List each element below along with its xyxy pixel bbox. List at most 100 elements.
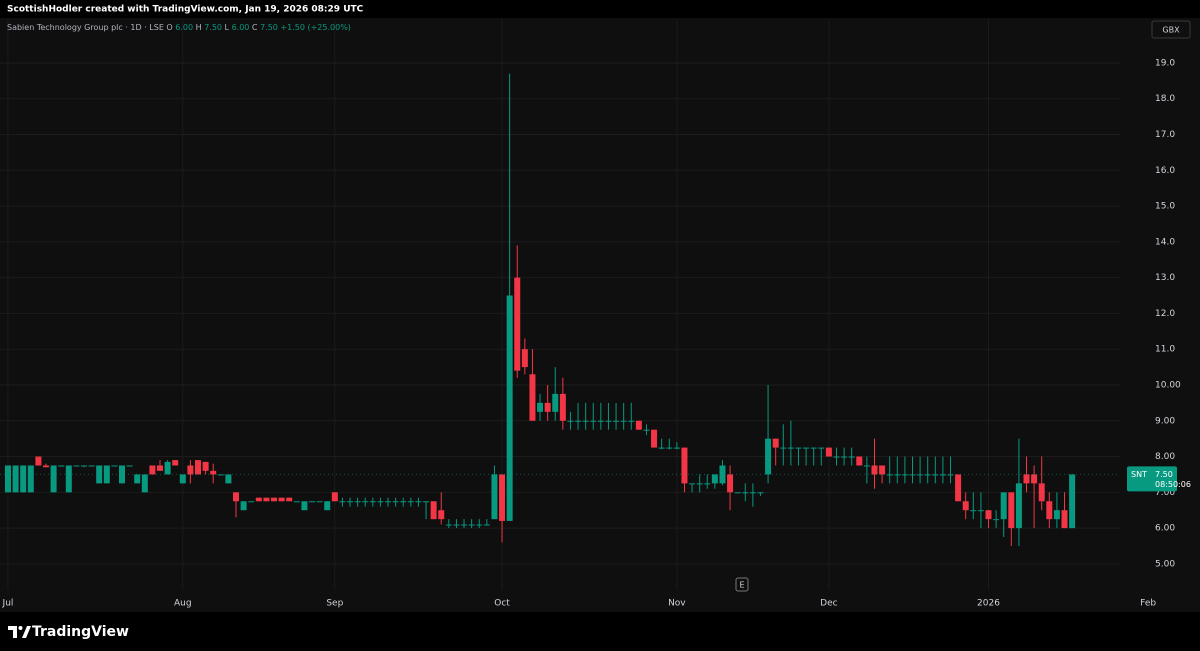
candle-body: [643, 429, 650, 431]
candle-body: [559, 393, 566, 421]
candle-body: [749, 492, 756, 494]
y-tick-label: 19.0: [1155, 58, 1175, 68]
y-tick-label: 7.00: [1155, 488, 1175, 498]
candle-body: [1069, 474, 1076, 529]
candle-body: [689, 483, 696, 485]
candle-body: [985, 510, 992, 520]
candle-body: [620, 420, 627, 422]
candle-body: [1000, 492, 1007, 520]
candle-body: [96, 465, 103, 484]
candle-body: [377, 501, 384, 503]
event-marker[interactable]: E: [739, 581, 744, 590]
candle-body: [993, 519, 1000, 521]
header-bar: [0, 0, 1200, 18]
candle-body: [886, 474, 893, 476]
x-tick-label: Feb: [1140, 599, 1156, 609]
candle-body: [430, 501, 437, 520]
candle-body: [438, 510, 445, 520]
chart-area: [0, 18, 1200, 612]
candle-body: [149, 465, 156, 475]
x-tick-label: Dec: [820, 599, 837, 609]
brand-logo: [8, 626, 31, 638]
candle-body: [483, 524, 490, 526]
candle-body: [20, 465, 27, 493]
y-tick-label: 6.00: [1155, 524, 1175, 534]
candle-body: [757, 492, 764, 494]
candle-body: [590, 420, 597, 422]
y-tick-label: 16.0: [1155, 166, 1175, 176]
y-tick-label: 15.0: [1155, 202, 1175, 212]
y-tick-label: 17.0: [1155, 130, 1175, 140]
candle-body: [704, 483, 711, 485]
candle-body: [354, 501, 361, 503]
candle-body: [392, 501, 399, 503]
candle-body: [278, 497, 285, 502]
candle-body: [179, 474, 186, 484]
candle-body: [347, 501, 354, 503]
x-tick-label: 2026: [977, 599, 1000, 609]
candle-body: [787, 447, 794, 449]
candle-body: [597, 420, 604, 422]
price-symbol: SNT: [1131, 470, 1147, 479]
candle-body: [88, 465, 95, 467]
candle-body: [255, 497, 262, 502]
currency-box[interactable]: [1151, 20, 1191, 39]
y-tick-label: 18.0: [1155, 94, 1175, 104]
candle-body: [765, 438, 772, 475]
grid: [0, 20, 1120, 590]
candle-body: [696, 483, 703, 485]
footer: [0, 612, 1200, 651]
candle-body: [35, 456, 42, 466]
candle-body: [506, 295, 513, 521]
candle-body: [939, 474, 946, 476]
legend-value: 7.50: [204, 23, 222, 32]
candle-body: [1008, 492, 1015, 529]
candle-body: [233, 492, 240, 502]
candle-body: [635, 420, 642, 430]
candle-body: [1053, 510, 1060, 520]
candle-body: [225, 474, 232, 484]
candle-body: [187, 465, 194, 475]
event-box[interactable]: [735, 577, 749, 592]
candle-body: [415, 501, 422, 503]
candle-body: [772, 438, 779, 448]
candle-body: [780, 447, 787, 449]
y-tick-label: 10.00: [1155, 380, 1181, 390]
candle-body: [810, 447, 817, 449]
legend-change: +1.50 (+25.00%): [280, 23, 351, 32]
candle-body: [833, 456, 840, 458]
x-tick-label: Aug: [174, 599, 192, 609]
candles: [0, 73, 1120, 546]
x-tick-label: Jul: [2, 599, 14, 609]
candle-body: [711, 474, 718, 484]
candle-body: [118, 465, 125, 484]
candle-body: [567, 420, 574, 422]
candle-body: [195, 460, 202, 475]
candle-body: [1061, 510, 1068, 529]
candle-body: [134, 474, 141, 484]
candle-body: [924, 474, 931, 476]
x-tick-label: Sep: [326, 599, 343, 609]
candle-body: [42, 465, 49, 468]
candle-body: [65, 465, 72, 493]
y-tick-label: 12.0: [1155, 309, 1175, 319]
candle-body: [955, 474, 962, 502]
currency[interactable]: GBX: [1162, 26, 1180, 35]
candle-body: [1023, 474, 1030, 484]
y-tick-label: 5.00: [1155, 559, 1175, 569]
candle-body: [613, 420, 620, 422]
candle-body: [461, 524, 468, 526]
candle-body: [1015, 483, 1022, 529]
candle-body: [27, 465, 34, 493]
candle-body: [339, 501, 346, 503]
candle-body: [385, 501, 392, 503]
candle-body: [309, 501, 316, 503]
candle-body: [324, 501, 331, 511]
legend-value: 6.00: [232, 23, 250, 32]
candle-body: [286, 497, 293, 502]
candle-body: [605, 420, 612, 422]
candle-body: [879, 465, 886, 475]
candle-body: [157, 465, 163, 471]
candle-body: [947, 474, 954, 476]
candle-body: [795, 447, 802, 449]
